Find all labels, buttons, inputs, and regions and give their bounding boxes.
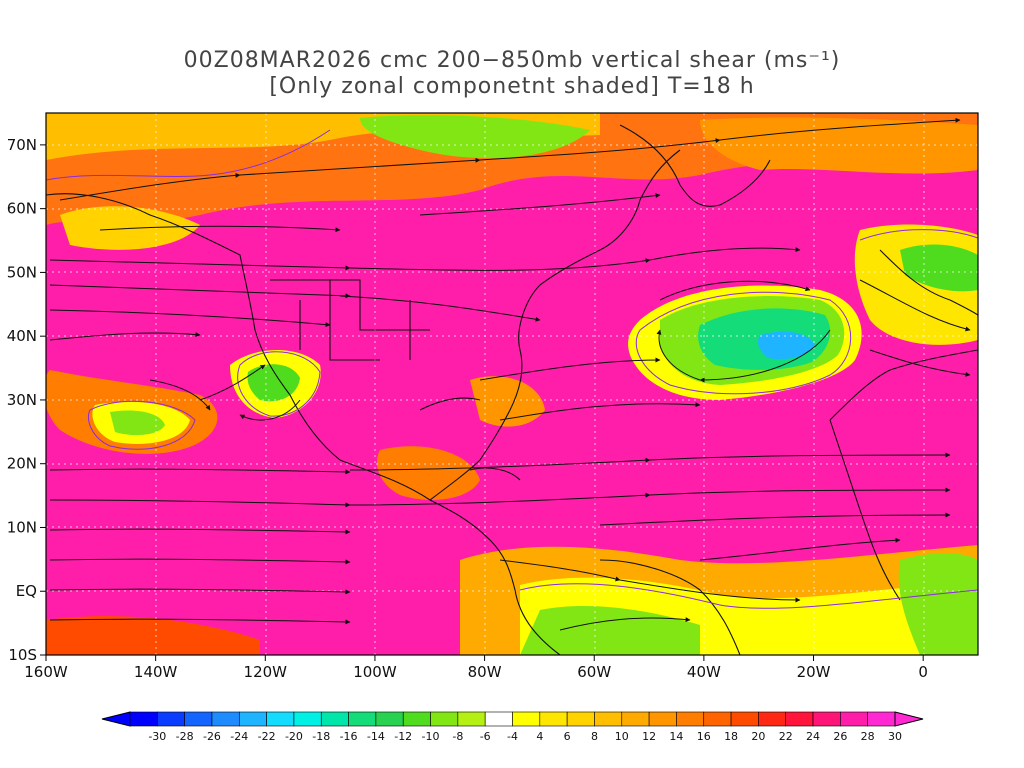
colorbar-swatch bbox=[457, 711, 486, 727]
streamlines bbox=[49, 117, 971, 631]
colorbar-swatch bbox=[266, 711, 295, 727]
colorbar-label: 16 bbox=[697, 730, 711, 743]
colorbar-swatch bbox=[867, 711, 896, 727]
shear-baja-green bbox=[247, 364, 300, 402]
colorbar-swatch bbox=[594, 711, 623, 727]
colorbar-label: 24 bbox=[806, 730, 820, 743]
colorbar-label: 18 bbox=[724, 730, 738, 743]
shear-band-ne bbox=[700, 117, 978, 174]
colorbar-swatch bbox=[320, 711, 349, 727]
colorbar-label: -16 bbox=[340, 730, 358, 743]
colorbar-label: 12 bbox=[642, 730, 656, 743]
colorbar-label: 20 bbox=[751, 730, 765, 743]
colorbar-label: 6 bbox=[564, 730, 571, 743]
lon-tick-label: 160W bbox=[24, 663, 68, 681]
latitude-axis: 70N 60N 50N 40N 30N 20N 10N EQ 10S bbox=[7, 136, 46, 664]
map-subtitle: [Only zonal componetnt shaded] T=18 h bbox=[269, 74, 755, 99]
colorbar-swatch bbox=[840, 711, 868, 727]
colorbar-label: -12 bbox=[394, 730, 412, 743]
colorbar-swatch bbox=[430, 711, 459, 727]
colorbar: -30 -28 -26 -24 -22 -20 -18 -16 -14 -12 -10 -8 -6 -4 4… bbox=[101, 711, 924, 743]
colorbar-label: 4 bbox=[536, 730, 543, 743]
lon-tick-label: 140W bbox=[134, 663, 178, 681]
colorbar-swatch bbox=[184, 711, 213, 727]
lon-tick-label: 20W bbox=[797, 663, 831, 681]
colorbar-swatch bbox=[211, 711, 240, 727]
colorbar-swatch bbox=[375, 711, 404, 727]
colorbar-swatch bbox=[484, 711, 513, 727]
lon-tick-label: 100W bbox=[353, 663, 397, 681]
colorbar-label: 8 bbox=[591, 730, 598, 743]
colorbar-high-arrow bbox=[894, 711, 924, 727]
colorbar-label: -4 bbox=[507, 730, 518, 743]
lon-tick-label: 80W bbox=[468, 663, 502, 681]
lat-tick-label: 40N bbox=[7, 327, 37, 345]
lon-tick-label: 60W bbox=[577, 663, 611, 681]
longitude-axis: 160W 140W 120W 100W 80W 60W 40W 20W 0 bbox=[24, 655, 928, 681]
colorbar-label: 28 bbox=[861, 730, 875, 743]
colorbar-swatch bbox=[758, 711, 787, 727]
lat-tick-label: 30N bbox=[7, 391, 37, 409]
colorbar-swatch bbox=[539, 711, 568, 727]
colorbar-swatch bbox=[402, 711, 431, 727]
lat-tick-label: 20N bbox=[7, 455, 37, 473]
contour-lines bbox=[46, 129, 978, 609]
colorbar-label: 30 bbox=[888, 730, 902, 743]
colorbar-label: 10 bbox=[615, 730, 629, 743]
lon-tick-label: 40W bbox=[687, 663, 721, 681]
colorbar-swatch bbox=[348, 711, 377, 727]
shear-caribbean-orange bbox=[376, 446, 480, 500]
lat-tick-label: EQ bbox=[16, 582, 37, 600]
map-title: 00Z08MAR2026 cmc 200−850mb vertical shea… bbox=[183, 48, 841, 73]
colorbar-label: -6 bbox=[480, 730, 491, 743]
shear-gulf-orange bbox=[470, 376, 545, 427]
colorbar-swatch bbox=[157, 711, 185, 727]
plot-frame bbox=[45, 112, 979, 656]
lat-tick-label: 50N bbox=[7, 263, 37, 281]
plot-area bbox=[46, 113, 978, 655]
shear-sw-red bbox=[46, 616, 260, 655]
colorbar-swatch bbox=[621, 711, 650, 727]
colorbar-swatch bbox=[812, 711, 841, 727]
colorbar-low-arrow bbox=[101, 711, 131, 727]
colorbar-swatch bbox=[512, 711, 541, 727]
colorbar-label: -24 bbox=[230, 730, 248, 743]
colorbar-label: -20 bbox=[285, 730, 303, 743]
colorbar-swatch bbox=[730, 711, 759, 727]
lat-tick-label: 60N bbox=[7, 200, 37, 218]
colorbar-swatch bbox=[676, 711, 705, 727]
lon-tick-label: 0 bbox=[918, 663, 928, 681]
colorbar-label: -22 bbox=[258, 730, 276, 743]
colorbar-label: -26 bbox=[203, 730, 221, 743]
colorbar-swatch bbox=[566, 711, 595, 727]
colorbar-label: -8 bbox=[452, 730, 463, 743]
colorbar-label: -28 bbox=[176, 730, 194, 743]
colorbar-swatch bbox=[785, 711, 814, 727]
colorbar-label: 14 bbox=[669, 730, 683, 743]
shear-arctic-green bbox=[360, 115, 590, 159]
map-gridlines bbox=[46, 113, 978, 655]
colorbar-label: 22 bbox=[779, 730, 793, 743]
colorbar-label: -30 bbox=[148, 730, 166, 743]
shear-pacific-green bbox=[110, 410, 165, 436]
colorbar-swatch bbox=[648, 711, 677, 727]
colorbar-label: -18 bbox=[312, 730, 330, 743]
lat-tick-label: 10N bbox=[7, 518, 37, 536]
shear-europe-green bbox=[900, 244, 978, 292]
lat-tick-label: 70N bbox=[7, 136, 37, 154]
lon-tick-label: 120W bbox=[244, 663, 288, 681]
colorbar-swatch bbox=[703, 711, 732, 727]
colorbar-swatch bbox=[238, 711, 267, 727]
lat-tick-label: 10S bbox=[8, 646, 37, 664]
shear-africa-green bbox=[898, 553, 978, 655]
shear-atlantic-blue bbox=[758, 331, 815, 360]
colorbar-label: 26 bbox=[833, 730, 847, 743]
colorbar-label: -10 bbox=[422, 730, 440, 743]
colorbar-swatch bbox=[293, 711, 322, 727]
colorbar-swatch bbox=[129, 711, 158, 727]
colorbar-label: -14 bbox=[367, 730, 385, 743]
